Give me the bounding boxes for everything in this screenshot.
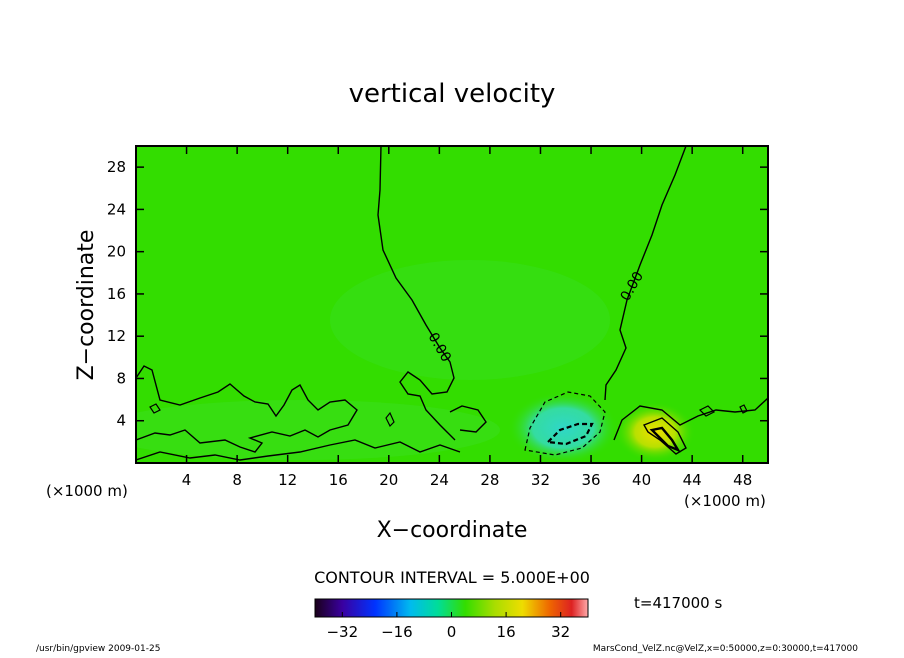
colorbar-tick-label: −16 [381, 623, 413, 641]
y-tick-label: 20 [107, 243, 126, 261]
zero-contour-line [604, 146, 687, 401]
colorbar: −32 −16 0 16 32 [314, 598, 589, 641]
zero-contour-line [449, 405, 487, 433]
x-tick-label: 32 [531, 471, 550, 489]
x-tick-label: 4 [182, 471, 192, 489]
x-tick-label: 12 [278, 471, 297, 489]
y-tick-label: 4 [116, 412, 126, 430]
negative-contour-line [545, 422, 594, 446]
y-axis-ticks: 4 8 12 16 20 24 28 [107, 158, 768, 430]
x-tick-label: 24 [430, 471, 449, 489]
y-tick-label: 8 [116, 369, 126, 387]
zero-contour-line [136, 439, 461, 461]
positive-contour-line [649, 426, 681, 453]
footer-right: MarsCond_VelZ.nc@VelZ,x=0:50000,z=0:3000… [593, 644, 858, 654]
x-tick-label: 20 [379, 471, 398, 489]
x-axis-ticks: 4 8 12 16 20 24 28 32 36 40 44 48 [182, 146, 752, 489]
x-unit-label-left: (×1000 m) [46, 482, 128, 500]
x-tick-label: 36 [581, 471, 600, 489]
x-tick-label: 40 [632, 471, 651, 489]
soft-patch [136, 400, 500, 460]
positive-contour-line [642, 417, 687, 455]
x-tick-label: 8 [232, 471, 242, 489]
negative-contour-line [524, 391, 606, 456]
x-tick-label: 16 [329, 471, 348, 489]
x-axis-label: X−coordinate [377, 518, 528, 543]
colorbar-tick-label: −32 [326, 623, 358, 641]
plot-area: 0.00 0.00 [135, 145, 769, 464]
soft-patch [330, 260, 610, 380]
y-tick-label: 24 [107, 200, 126, 218]
y-tick-label: 12 [107, 327, 126, 345]
y-tick-label: 28 [107, 158, 126, 176]
zero-contour-line [377, 146, 456, 441]
colorbar-tick-label: 16 [497, 623, 516, 641]
colorbar-tick-label: 32 [551, 623, 570, 641]
colorbar-tick-label: 0 [447, 623, 457, 641]
footer-left: /usr/bin/gpview 2009-01-25 [36, 644, 160, 654]
chart-title: vertical velocity [349, 79, 556, 109]
contour-interval-text: CONTOUR INTERVAL = 5.000E+00 [314, 568, 590, 587]
x-tick-label: 28 [480, 471, 499, 489]
small-contour-cell [149, 403, 748, 428]
plot-frame [135, 145, 769, 464]
zero-contour-line [613, 397, 768, 441]
time-label: t=417000 s [634, 594, 722, 612]
y-tick-label: 16 [107, 285, 126, 303]
x-tick-label: 44 [683, 471, 702, 489]
negative-anomaly [508, 392, 618, 463]
zero-contour-line [136, 365, 358, 453]
colorbar-ticks: −32 −16 0 16 32 [326, 612, 570, 641]
x-unit-label-right: (×1000 m) [684, 492, 766, 510]
x-tick-label: 48 [733, 471, 752, 489]
y-axis-label: Z−coordinate [74, 230, 99, 381]
